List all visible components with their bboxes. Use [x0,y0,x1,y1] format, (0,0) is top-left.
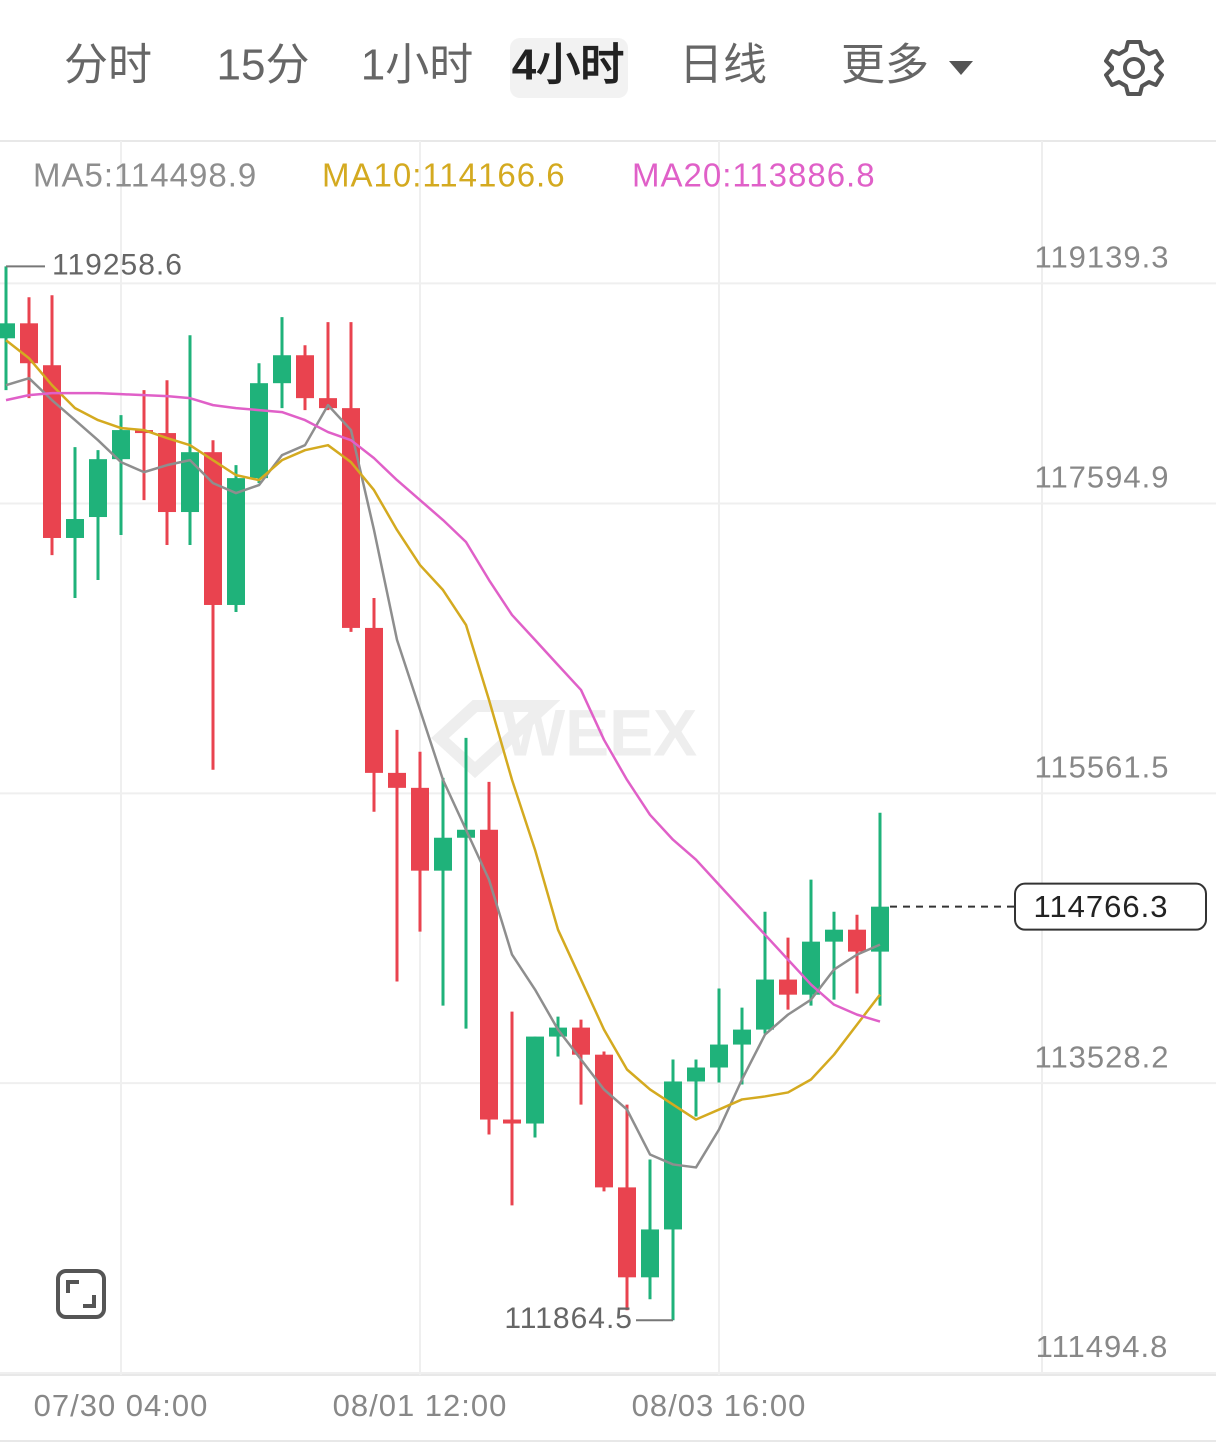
y-tick-label: 113528.2 [1035,1039,1170,1074]
candle-body [319,398,337,409]
y-tick-label: 119139.3 [1035,240,1170,275]
candle-body [365,627,383,773]
candle-body [227,478,245,605]
candle-body [572,1027,590,1055]
candle-body [43,365,61,538]
candle-body [687,1067,705,1082]
candle-body [733,1029,751,1045]
candle-body [204,452,222,605]
candle-body [388,772,406,788]
candle-body [618,1187,636,1278]
y-tick-label: 111494.8 [1036,1329,1169,1364]
candle-body [664,1081,682,1230]
candle-body [756,979,774,1030]
x-tick-label: 08/03 16:00 [632,1388,807,1423]
ma-line [5,391,881,1023]
candle-body [135,430,153,434]
candle-body [89,459,107,518]
max-label: 119258.6 [52,248,183,281]
watermark-logo [431,700,561,779]
ma-line [5,376,881,1169]
legend-entry: MA5:114498.9 [33,157,257,194]
candle-body [250,383,268,479]
candle-body [158,433,176,513]
tab[interactable]: 日线 [679,41,767,90]
ma-line [5,339,881,1121]
dropdown-arrow[interactable] [949,61,973,75]
candle-body [595,1054,613,1188]
candle-body [549,1027,567,1037]
candle-body [181,452,199,513]
candle-body [411,787,429,871]
candle-body [66,519,84,538]
legend-entry: MA20:113886.8 [632,157,876,194]
expand-icon[interactable] [56,1269,106,1319]
candle-body [434,837,452,871]
candle-body [342,408,360,628]
tab[interactable]: 1小时 [361,41,473,90]
last-price-box [1014,882,1207,931]
candle-body [457,829,475,838]
candle-body [802,941,820,995]
plot: 119258.6 111864.5 114766.3 [0,248,1207,1335]
legend-entry: MA10:114166.6 [322,157,566,194]
grid: 111494.8 113528.2 115561.5 117594.9 119139.3… [0,141,1216,1423]
tab[interactable]: 分时 [64,41,152,90]
tab[interactable]: 15分 [217,41,310,90]
y-tick-label: 117594.9 [1035,460,1170,495]
candle-body [710,1044,728,1068]
y-tick-label: 115561.5 [1035,750,1170,785]
legend: MA5:114498.9 MA10:114166.6 MA20:113886.8 [33,157,876,194]
active-tab-bg [510,38,628,98]
candle-body [641,1229,659,1278]
candle-body [273,355,291,384]
candle-body [526,1036,544,1124]
tab[interactable]: 4小时 [512,41,624,90]
candle-body [779,979,797,995]
last-price-label: 114766.3 [1034,889,1169,924]
x-tick-label: 08/01 12:00 [333,1388,508,1423]
candle-body [503,1119,521,1124]
candle-body [112,430,130,460]
candle-body [848,929,866,952]
candle-body [825,929,843,942]
x-tick-label: 07/30 04:00 [34,1388,209,1423]
candle-body [871,906,889,952]
candle-body [480,829,498,1120]
candle-body [0,323,15,339]
min-label: 111864.5 [504,1302,633,1335]
candle-body [296,355,314,399]
settings-icon[interactable] [1104,40,1164,96]
tab[interactable]: 更多 [841,41,929,90]
